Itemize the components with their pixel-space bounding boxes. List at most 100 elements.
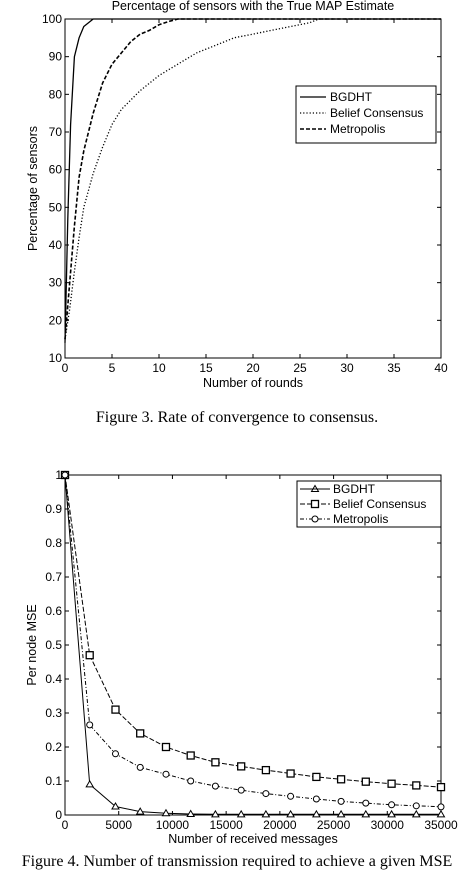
legend-label-belief-consensus: Belief Consensus (333, 497, 426, 511)
data-point-belief-consensus (261, 765, 271, 775)
data-point-belief-consensus (161, 742, 171, 752)
series-line-metropolis (64, 18, 441, 340)
y-tick-label: 0.6 (45, 604, 62, 618)
data-point-belief-consensus (211, 758, 220, 767)
legend-box (295, 85, 437, 144)
legend-label-metropolis: Metropolis (330, 122, 385, 136)
data-point-metropolis (86, 721, 94, 729)
chart-mse: Number of received messages Per node MSE… (25, 468, 458, 846)
x-tick-label: 20000 (263, 818, 297, 832)
data-point-metropolis (388, 801, 396, 809)
series-line-metropolis (64, 474, 442, 808)
data-point-belief-consensus (286, 769, 295, 778)
legend-marker-circle (311, 515, 319, 523)
data-point-bgdht (312, 809, 321, 818)
x-tick-label: 15 (199, 361, 213, 375)
data-point-bgdht (236, 809, 246, 818)
y-tick-label: 100 (42, 12, 62, 26)
data-point-belief-consensus (336, 775, 346, 784)
plot-frame (64, 18, 442, 359)
data-point-metropolis (362, 799, 370, 807)
data-point-metropolis (312, 795, 320, 803)
data-point-metropolis (111, 750, 119, 758)
data-point-belief-consensus (237, 762, 246, 771)
data-point-belief-consensus (436, 782, 446, 792)
data-point-belief-consensus (412, 781, 421, 790)
data-point-belief-consensus (186, 751, 195, 760)
x-tick-label: 5000 (105, 818, 132, 832)
y-tick-label: 20 (49, 313, 63, 327)
series-line-belief-consensus (64, 474, 442, 788)
x-axis-label: Number of received messages (168, 832, 338, 846)
data-point-bgdht (161, 808, 171, 817)
figure-4-caption: Figure 4. Number of transmission require… (22, 853, 453, 870)
data-point-metropolis (211, 782, 219, 790)
y-tick-label: 0 (55, 808, 62, 822)
y-tick-label: 30 (49, 276, 63, 290)
series-group (64, 18, 441, 343)
x-axis-label: Number of rounds (203, 376, 303, 390)
x-tick-label: 10 (152, 361, 166, 375)
data-point-bgdht (211, 809, 220, 818)
legend-marker-square (310, 499, 320, 509)
x-tick-label: 30000 (371, 818, 405, 832)
legend-label-metropolis: Metropolis (333, 512, 388, 526)
data-point-belief-consensus (387, 779, 396, 788)
series-line-bgdht (64, 474, 441, 815)
y-tick-label: 0.3 (45, 706, 62, 720)
x-tick-label: 15000 (209, 818, 243, 832)
y-tick-label: 50 (49, 200, 63, 214)
data-point-belief-consensus (312, 772, 321, 782)
y-tick-label: 0.1 (45, 774, 62, 788)
x-tick-label: 35 (387, 361, 401, 375)
x-tick-label: 0 (62, 361, 69, 375)
data-point-bgdht (436, 809, 446, 818)
data-point-metropolis (337, 797, 345, 805)
y-tick-label: 0.7 (45, 570, 62, 584)
data-point-bgdht (186, 809, 196, 817)
data-point-bgdht (336, 809, 346, 818)
y-tick-label: 70 (49, 125, 63, 139)
series-group (60, 470, 446, 818)
y-axis-label: Percentage of sensors (26, 126, 40, 251)
data-point-belief-consensus (136, 729, 145, 738)
data-point-metropolis (237, 786, 245, 794)
data-point-bgdht (85, 779, 95, 788)
legend-label-bgdht: BGDHT (333, 482, 376, 496)
series-line-belief-consensus (64, 18, 441, 340)
x-tick-label: 25000 (317, 818, 351, 832)
data-point-metropolis (262, 790, 270, 798)
data-point-bgdht (411, 809, 421, 818)
data-point-bgdht (387, 809, 396, 818)
tick-group: 0 5 10 15 20 25 30 35 40 10 20 30 40 50 60 70 80 90 100 (42, 12, 448, 375)
data-point-bgdht (286, 809, 295, 818)
x-tick-label: 35000 (424, 818, 458, 832)
y-tick-label: 0.2 (45, 740, 62, 754)
y-axis-label: Per node MSE (25, 604, 39, 685)
tick-group: 0 5000 10000 15000 20000 25000 30000 35000 0 0.1 0… (45, 468, 458, 832)
data-point-metropolis (187, 777, 195, 785)
x-tick-label: 10000 (156, 818, 190, 832)
y-tick-label: 40 (49, 238, 63, 252)
data-point-bgdht (135, 807, 145, 815)
legend-marker-triangle (310, 484, 320, 492)
data-point-bgdht (111, 802, 120, 810)
x-tick-label: 0 (62, 818, 69, 832)
data-point-metropolis (162, 770, 170, 778)
chart-title: Percentage of sensors with the True MAP … (112, 0, 395, 13)
y-tick-label: 0.4 (45, 672, 62, 686)
legend: BGDHT Belief Consensus Metropolis (296, 480, 442, 528)
y-tick-label: 80 (49, 87, 63, 101)
x-tick-label: 40 (434, 361, 448, 375)
series-line-bgdht (64, 18, 441, 343)
data-point-belief-consensus (111, 705, 120, 714)
y-tick-label: 1 (55, 468, 62, 482)
data-point-belief-consensus (85, 651, 94, 660)
data-point-metropolis (61, 471, 69, 479)
data-point-metropolis (412, 802, 420, 810)
data-point-belief-consensus (361, 777, 370, 786)
x-tick-label: 5 (109, 361, 116, 375)
y-tick-label: 10 (49, 351, 63, 365)
x-tick-label: 25 (293, 361, 307, 375)
